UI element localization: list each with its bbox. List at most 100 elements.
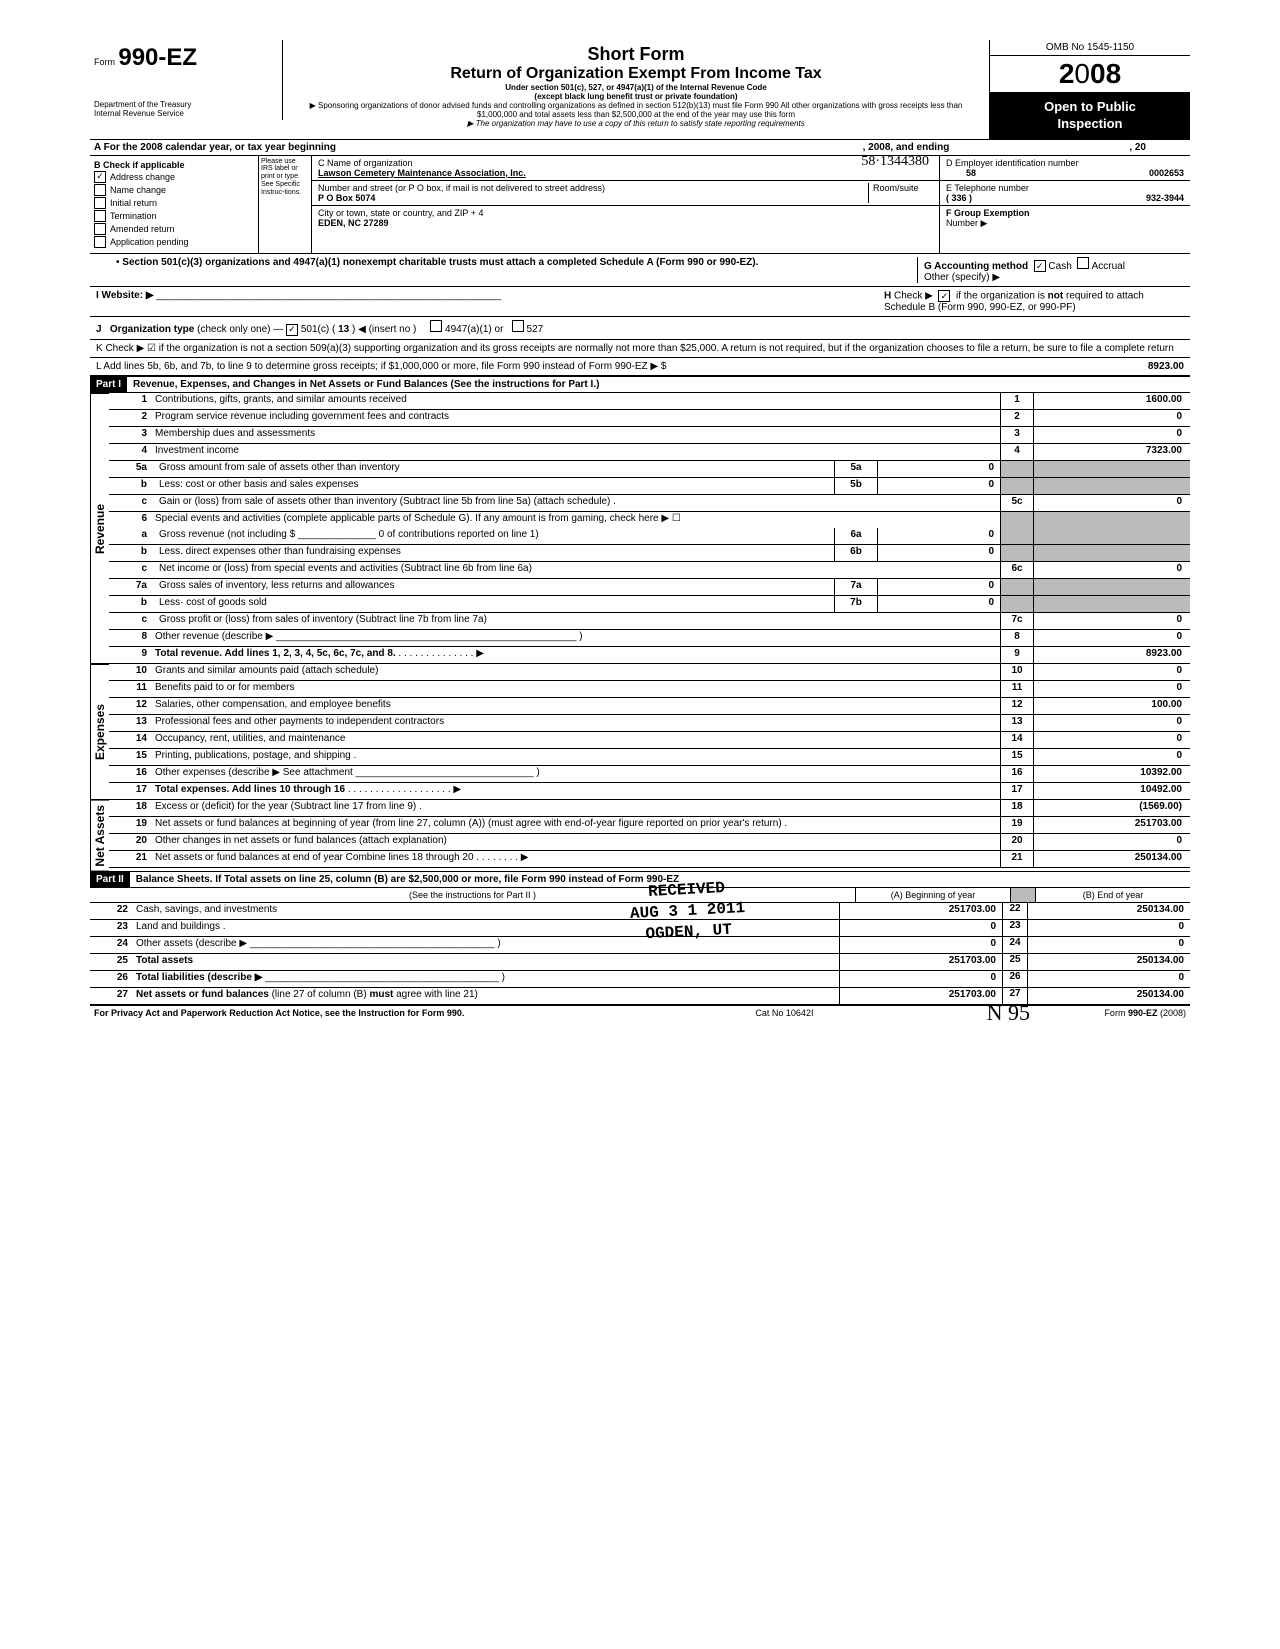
part2-title: Balance Sheets. If Total assets on line … xyxy=(130,872,1190,888)
line21-val: 250134.00 xyxy=(1033,851,1190,867)
privacy-notice: For Privacy Act and Paperwork Reduction … xyxy=(94,1008,464,1018)
line27-b: 250134.00 xyxy=(1027,988,1190,1004)
section-501c3-row: • Section 501(c)(3) organizations and 49… xyxy=(90,254,1190,288)
line16-val: 10392.00 xyxy=(1033,766,1190,782)
pending-checkbox[interactable] xyxy=(94,236,106,248)
website-label: I Website: ▶ xyxy=(96,290,154,301)
line5c-text: Gain or (loss) from sale of assets other… xyxy=(155,495,1000,511)
line5a-mval: 0 xyxy=(877,461,1000,477)
line22-a: 251703.00 xyxy=(839,903,1002,919)
l-row: L Add lines 5b, 6b, and 7b, to line 9 to… xyxy=(90,358,1190,376)
l-value: 8923.00 xyxy=(1044,361,1184,372)
line9-val: 8923.00 xyxy=(1033,647,1190,663)
accounting-other: Other (specify) ▶ xyxy=(924,272,1000,283)
subtitle-code: Under section 501(c), 527, or 4947(a)(1)… xyxy=(291,83,981,92)
accrual-checkbox[interactable] xyxy=(1077,257,1089,269)
h-check-row: H Check ▶ ✓ if the organization is not r… xyxy=(884,290,1184,313)
line19-val: 251703.00 xyxy=(1033,817,1190,833)
line7c-text: Gross profit or (loss) from sales of inv… xyxy=(155,613,1000,629)
website-h-row: I Website: ▶ ___________________________… xyxy=(90,287,1190,317)
org-name-value: Lawson Cemetery Maintenance Association,… xyxy=(318,168,526,178)
termination-label: Termination xyxy=(110,211,157,221)
revenue-table: Revenue 1Contributions, gifts, grants, a… xyxy=(90,393,1190,664)
open-label: Open to Public xyxy=(1044,99,1136,114)
org-type-row: J Organization type (check only one) — ✓… xyxy=(90,317,1190,340)
line24-b: 0 xyxy=(1027,937,1190,953)
line20-val: 0 xyxy=(1033,834,1190,850)
line6-text: Special events and activities (complete … xyxy=(151,512,1000,528)
ein-label: D Employer identification number xyxy=(946,158,1079,168)
line14-text: Occupancy, rent, utilities, and maintena… xyxy=(151,732,1000,748)
line7c-val: 0 xyxy=(1033,613,1190,629)
initial-return-label: Initial return xyxy=(110,198,157,208)
section-text: • Section 501(c)(3) organizations and 49… xyxy=(96,257,917,268)
open-to-public: Open to Public Inspection xyxy=(990,93,1190,139)
line7b-text: Less· cost of goods sold xyxy=(155,596,834,612)
l-text: L Add lines 5b, 6b, and 7b, to line 9 to… xyxy=(96,361,1044,372)
line25-b: 250134.00 xyxy=(1027,954,1190,970)
line5c-val: 0 xyxy=(1033,495,1190,511)
line2-val: 0 xyxy=(1033,410,1190,426)
ein-handwritten: 58·1344380 xyxy=(861,154,929,170)
accrual-label: Accrual xyxy=(1092,261,1125,272)
phone-number: 932-3944 xyxy=(1146,193,1184,203)
pending-label: Application pending xyxy=(110,237,189,247)
line14-val: 0 xyxy=(1033,732,1190,748)
line6b-mval: 0 xyxy=(877,545,1000,561)
501c-checkbox[interactable]: ✓ xyxy=(286,324,298,336)
subtitle-except: (except black lung benefit trust or priv… xyxy=(291,92,981,101)
line6a-text: Gross revenue (not including $ _________… xyxy=(155,528,834,544)
accounting-label: G Accounting method xyxy=(924,261,1028,272)
line16-text: Other expenses (describe ▶ See attachmen… xyxy=(155,767,353,778)
cash-checkbox[interactable]: ✓ xyxy=(1034,260,1046,272)
4947-checkbox[interactable] xyxy=(430,320,442,332)
street-label: Number and street (or P O box, if mail i… xyxy=(318,183,605,193)
group-exempt-number: Number ▶ xyxy=(946,218,987,228)
amended-label: Amended return xyxy=(110,224,175,234)
col-b-header: (B) End of year xyxy=(1035,888,1190,902)
use-irs-label: Please use IRS label or print or type. S… xyxy=(259,156,312,253)
part2-header-row: Part II Balance Sheets. If Total assets … xyxy=(90,871,1190,888)
line24-text: Other assets (describe ▶ xyxy=(136,938,247,949)
part1-header-row: Part I Revenue, Expenses, and Changes in… xyxy=(90,376,1190,393)
part1-title: Revenue, Expenses, and Changes in Net As… xyxy=(127,377,1190,393)
part1-label: Part I xyxy=(90,377,127,393)
balance-table: (See the instructions for Part II ) (A) … xyxy=(90,888,1190,1005)
netassets-side-label: Net Assets xyxy=(90,800,109,872)
part2-label: Part II xyxy=(90,872,130,888)
org-name-label: C Name of organization xyxy=(318,158,413,168)
inspection-label: Inspection xyxy=(1057,116,1122,131)
line6c-val: 0 xyxy=(1033,562,1190,578)
phone-label: E Telephone number xyxy=(946,183,1029,193)
termination-checkbox[interactable] xyxy=(94,210,106,222)
line25-a: 251703.00 xyxy=(839,954,1002,970)
header-right: OMB No 1545-1150 2008 Open to Public Ins… xyxy=(989,40,1190,139)
line22-b: 250134.00 xyxy=(1027,903,1190,919)
row-a-text: A For the 2008 calendar year, or tax yea… xyxy=(94,142,336,153)
line6a-box: 6a xyxy=(834,528,877,544)
h-checkbox[interactable]: ✓ xyxy=(938,290,950,302)
row-a-tax-year: A For the 2008 calendar year, or tax yea… xyxy=(90,140,1190,156)
name-change-label: Name change xyxy=(110,185,166,195)
line27-a: 251703.00 xyxy=(839,988,1002,1004)
name-change-checkbox[interactable] xyxy=(94,184,106,196)
short-form-title: Short Form xyxy=(291,44,981,65)
dept-treasury: Department of the Treasury xyxy=(94,100,274,109)
col-d-right: D Employer identification number 58 0002… xyxy=(939,156,1190,253)
street-value: P O Box 5074 xyxy=(318,193,375,203)
expenses-table: Expenses 10Grants and similar amounts pa… xyxy=(90,664,1190,800)
form-number: Form 990-EZ xyxy=(94,44,274,72)
row-a-mid: , 2008, and ending xyxy=(863,142,950,153)
527-checkbox[interactable] xyxy=(512,320,524,332)
initial-return-checkbox[interactable] xyxy=(94,197,106,209)
line21-text: Net assets or fund balances at end of ye… xyxy=(155,852,474,863)
cat-no: Cat No 10642I xyxy=(755,1008,813,1018)
check-applicable-label: B Check if applicable xyxy=(94,160,254,170)
line5a-box: 5a xyxy=(834,461,877,477)
address-change-checkbox[interactable]: ✓ xyxy=(94,171,106,183)
expenses-side-label: Expenses xyxy=(90,664,109,800)
line18-text: Excess or (deficit) for the year (Subtra… xyxy=(151,800,1000,816)
amended-checkbox[interactable] xyxy=(94,223,106,235)
line20-text: Other changes in net assets or fund bala… xyxy=(151,834,1000,850)
line15-val: 0 xyxy=(1033,749,1190,765)
